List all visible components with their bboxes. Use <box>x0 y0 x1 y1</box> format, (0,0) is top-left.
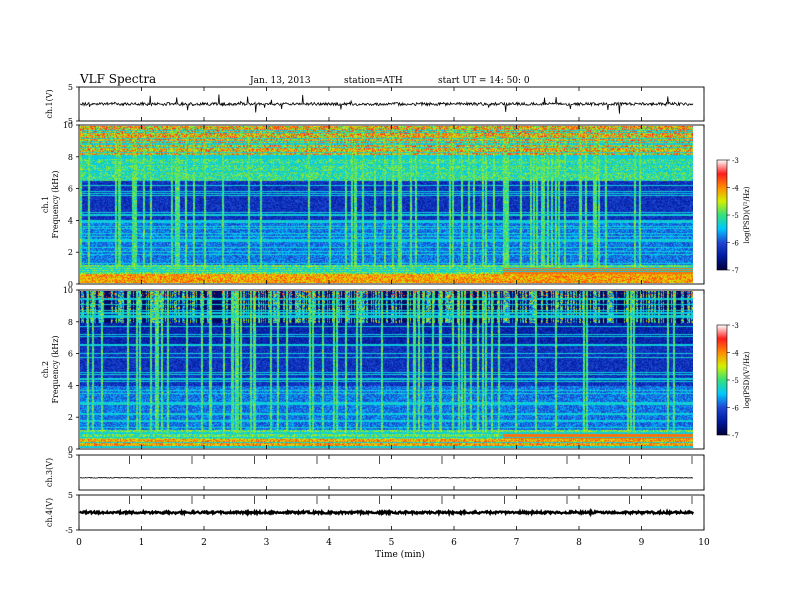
signal-trace-3 <box>79 476 693 479</box>
y-tick-label-2-3: 6 <box>68 350 73 359</box>
y-tick-label-4-0: 5 <box>68 491 73 500</box>
y-tick-label-2-4: 8 <box>68 318 73 327</box>
y-tick-label-1-5: 10 <box>63 121 73 130</box>
signal-trace-0 <box>79 94 694 114</box>
colorbar-tick-label-1-4: -7 <box>732 267 739 275</box>
colorbar-tick-label-2-0: -3 <box>732 322 739 330</box>
y-tick-label-3-0: 5 <box>68 451 73 460</box>
start-time-label: start UT = 14: 50: 0 <box>438 76 530 86</box>
y-axis-label-4: ch.4(V) <box>45 498 54 527</box>
colorbar-1 <box>716 159 728 271</box>
y-axis-label-1: ch.1Frequency (kHz) <box>41 170 60 238</box>
panel-frame-3 <box>78 454 705 491</box>
x-tick-label-7: 7 <box>514 538 520 548</box>
y-tick-label-1-4: 8 <box>68 153 73 162</box>
signal-trace-4 <box>79 507 694 518</box>
x-axis-label: Time (min) <box>375 549 425 560</box>
colorbar-tick-label-1-0: -3 <box>732 157 739 165</box>
colorbar-label-1: log(PSD)(V²/Hz) <box>743 186 751 243</box>
date-label: Jan. 13, 2013 <box>249 76 311 86</box>
y-tick-label-1-0: 0 <box>68 280 73 289</box>
colorbar-tick-label-2-3: -6 <box>732 405 739 413</box>
y-tick-label-2-2: 4 <box>68 381 73 390</box>
y-axis-label-2: ch.2Frequency (kHz) <box>41 335 60 403</box>
y-tick-label-2-0: 0 <box>68 445 73 454</box>
colorbar-tick-label-2-1: -4 <box>732 350 739 358</box>
x-tick-label-1: 1 <box>139 538 145 548</box>
y-tick-label-4-1: -5 <box>65 526 73 535</box>
x-tick-label-3: 3 <box>264 538 270 548</box>
y-tick-label-1-2: 4 <box>68 216 73 225</box>
x-tick-label-10: 10 <box>698 538 710 548</box>
colorbar-tick-label-1-2: -5 <box>732 212 739 220</box>
y-tick-label-1-1: 2 <box>68 248 73 257</box>
x-tick-label-8: 8 <box>576 538 582 548</box>
spectrogram-image-2 <box>80 291 693 448</box>
x-tick-label-9: 9 <box>639 538 645 548</box>
colorbar-tick-label-2-2: -5 <box>732 377 739 385</box>
x-tick-label-5: 5 <box>389 538 395 548</box>
x-tick-label-0: 0 <box>76 538 82 548</box>
y-axis-label-3: ch.3(V) <box>45 458 54 487</box>
station-label: station=ATH <box>344 76 403 86</box>
y-axis-label-0: ch.1(V) <box>45 89 54 118</box>
x-tick-label-2: 2 <box>201 538 207 548</box>
y-tick-label-2-1: 2 <box>68 413 73 422</box>
y-tick-label-0-0: 5 <box>68 83 73 92</box>
x-tick-label-4: 4 <box>326 538 332 548</box>
y-tick-label-2-5: 10 <box>63 286 73 295</box>
spectrogram-image-1 <box>80 126 693 283</box>
colorbar-2 <box>716 324 728 436</box>
figure-title: VLF Spectra <box>79 72 156 86</box>
y-tick-label-0-1: -5 <box>65 117 73 126</box>
y-tick-label-1-3: 6 <box>68 185 73 194</box>
colorbar-tick-label-1-3: -6 <box>732 240 739 248</box>
x-tick-label-6: 6 <box>451 538 457 548</box>
colorbar-tick-label-2-4: -7 <box>732 432 739 440</box>
colorbar-label-2: log(PSD)(V²/Hz) <box>743 351 751 408</box>
colorbar-tick-label-1-1: -4 <box>732 185 739 193</box>
